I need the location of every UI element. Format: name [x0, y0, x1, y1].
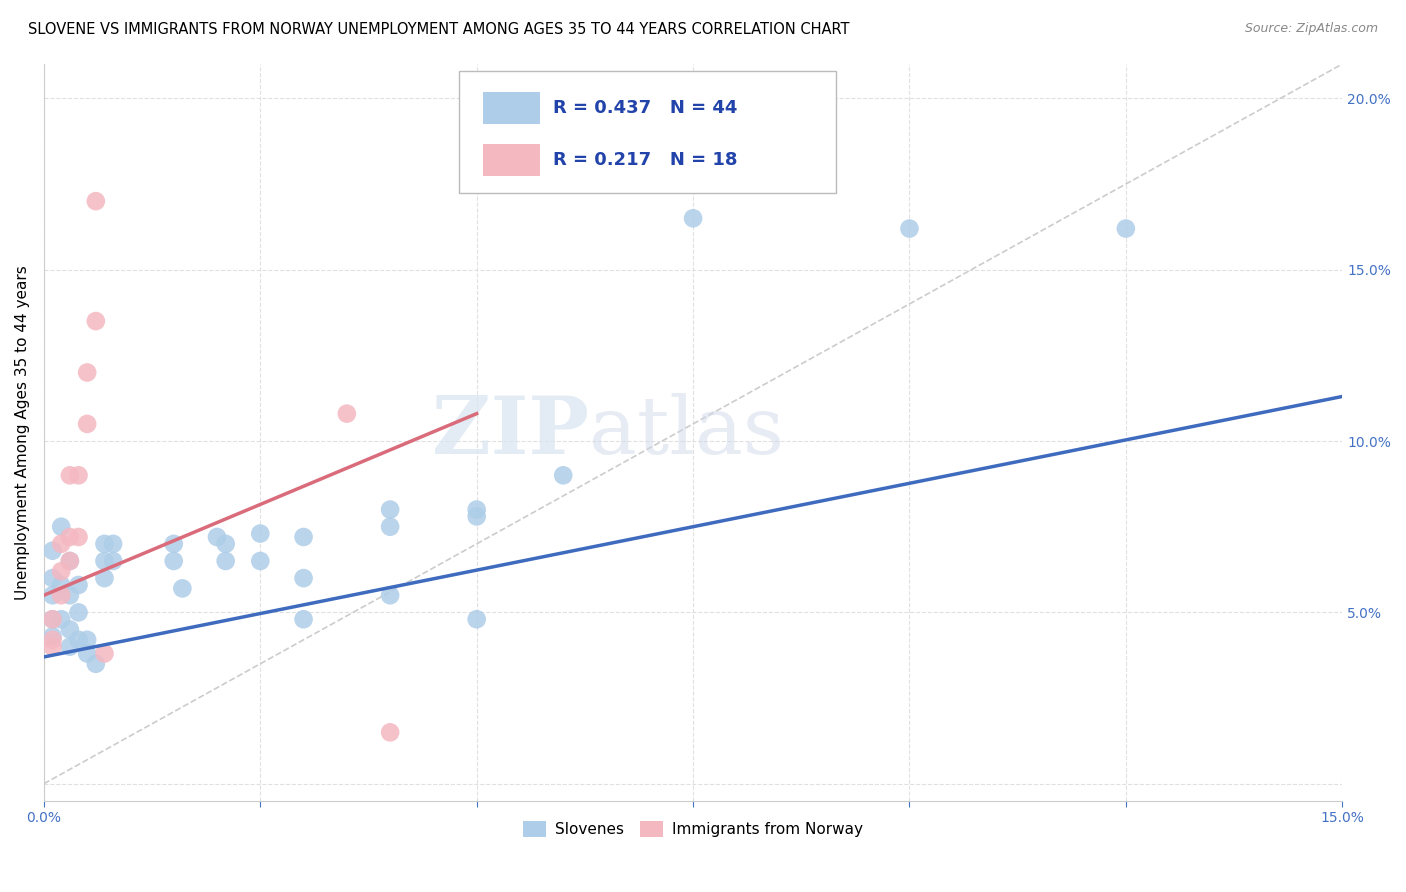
Point: [205, 530, 228, 544]
Point: [67, 578, 90, 592]
Point: [214, 554, 236, 568]
Point: [59, 623, 82, 637]
Point: [378, 519, 401, 533]
Point: [51, 588, 73, 602]
Point: [59, 530, 82, 544]
Point: [41, 629, 63, 643]
Text: Source: ZipAtlas.com: Source: ZipAtlas.com: [1244, 22, 1378, 36]
Point: [249, 554, 271, 568]
Point: [84, 314, 107, 328]
Legend: Slovenes, Immigrants from Norway: Slovenes, Immigrants from Norway: [516, 814, 870, 845]
Point: [67, 530, 90, 544]
Point: [553, 468, 575, 483]
Point: [172, 582, 194, 596]
Point: [93, 537, 115, 551]
Point: [84, 194, 107, 208]
Point: [59, 554, 82, 568]
Text: atlas: atlas: [589, 393, 785, 472]
Point: [163, 554, 186, 568]
Point: [51, 537, 73, 551]
Point: [59, 554, 82, 568]
Point: [67, 468, 90, 483]
Point: [76, 632, 98, 647]
Point: [41, 612, 63, 626]
Point: [101, 554, 124, 568]
Point: [76, 417, 98, 431]
Point: [76, 366, 98, 380]
Point: [465, 509, 488, 524]
Point: [249, 526, 271, 541]
Point: [682, 211, 704, 226]
Point: [51, 612, 73, 626]
Point: [41, 640, 63, 654]
Point: [214, 537, 236, 551]
Point: [163, 537, 186, 551]
Point: [378, 588, 401, 602]
Point: [292, 530, 315, 544]
Point: [378, 725, 401, 739]
Y-axis label: Unemployment Among Ages 35 to 44 years: Unemployment Among Ages 35 to 44 years: [15, 265, 30, 599]
Point: [51, 519, 73, 533]
Point: [51, 564, 73, 578]
Point: [67, 632, 90, 647]
Point: [84, 657, 107, 671]
FancyBboxPatch shape: [482, 92, 540, 125]
Point: [76, 647, 98, 661]
Point: [898, 221, 921, 235]
Text: SLOVENE VS IMMIGRANTS FROM NORWAY UNEMPLOYMENT AMONG AGES 35 TO 44 YEARS CORRELA: SLOVENE VS IMMIGRANTS FROM NORWAY UNEMPL…: [28, 22, 849, 37]
FancyBboxPatch shape: [482, 144, 540, 176]
Point: [336, 407, 359, 421]
Point: [67, 606, 90, 620]
Point: [93, 554, 115, 568]
Point: [292, 612, 315, 626]
Point: [59, 640, 82, 654]
Point: [465, 612, 488, 626]
Point: [101, 537, 124, 551]
Point: [41, 612, 63, 626]
Point: [51, 578, 73, 592]
Point: [59, 588, 82, 602]
Point: [93, 647, 115, 661]
Point: [41, 571, 63, 585]
Point: [292, 571, 315, 585]
Point: [378, 502, 401, 516]
Point: [41, 588, 63, 602]
Text: R = 0.217   N = 18: R = 0.217 N = 18: [553, 151, 737, 169]
Point: [93, 571, 115, 585]
Text: ZIP: ZIP: [432, 393, 589, 472]
Point: [41, 543, 63, 558]
Point: [465, 502, 488, 516]
Point: [1115, 221, 1137, 235]
Point: [59, 468, 82, 483]
Point: [41, 632, 63, 647]
FancyBboxPatch shape: [460, 71, 837, 193]
Text: R = 0.437   N = 44: R = 0.437 N = 44: [553, 99, 737, 117]
